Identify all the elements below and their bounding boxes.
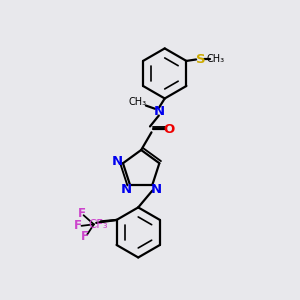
Text: F: F bbox=[77, 207, 86, 220]
Text: S: S bbox=[196, 53, 205, 66]
Text: N: N bbox=[153, 105, 164, 118]
Text: N: N bbox=[150, 183, 161, 196]
Text: O: O bbox=[164, 123, 175, 136]
Text: F: F bbox=[81, 230, 89, 243]
Text: N: N bbox=[121, 183, 132, 196]
Text: CH₃: CH₃ bbox=[207, 55, 225, 64]
Text: F: F bbox=[74, 219, 82, 232]
Text: N: N bbox=[112, 155, 123, 168]
Text: CH₃: CH₃ bbox=[129, 97, 147, 107]
Text: CF₃: CF₃ bbox=[88, 218, 108, 231]
